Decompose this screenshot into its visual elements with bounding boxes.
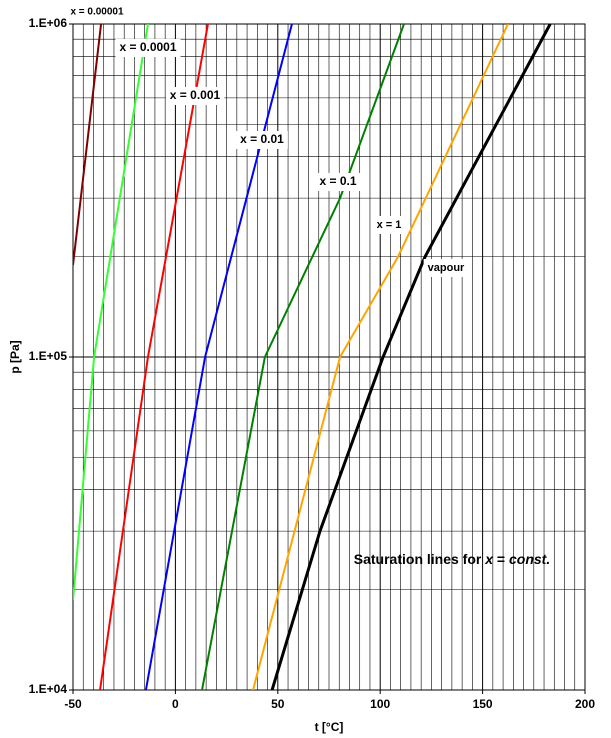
series-label: x = 0.001 bbox=[170, 88, 221, 102]
x-tick-label: 150 bbox=[473, 697, 493, 711]
series-label: x = 1 bbox=[377, 219, 402, 231]
label-box bbox=[372, 216, 406, 234]
series-label: vapour bbox=[428, 262, 465, 274]
series-label: x = 0.01 bbox=[240, 132, 284, 146]
annotation-part: const. bbox=[509, 551, 550, 567]
series-line bbox=[73, 24, 149, 601]
series-line bbox=[201, 24, 405, 690]
x-tick-label: 50 bbox=[271, 697, 285, 711]
label-box bbox=[236, 131, 288, 149]
y-tick-label: 1.E+04 bbox=[29, 682, 68, 696]
x-tick-label: -50 bbox=[64, 697, 82, 711]
series-line bbox=[252, 24, 509, 690]
series-line bbox=[99, 24, 209, 690]
annotation-part: = bbox=[493, 551, 509, 567]
label-box bbox=[315, 173, 361, 191]
series-line bbox=[270, 24, 552, 690]
x-axis-label: t [°C] bbox=[315, 720, 344, 734]
y-tick-label: 1.E+06 bbox=[29, 16, 68, 30]
x-tick-label: 200 bbox=[575, 697, 595, 711]
label-box bbox=[423, 259, 469, 277]
x-tick-label: 100 bbox=[370, 697, 390, 711]
series-label: x = 0.0001 bbox=[119, 40, 176, 54]
y-axis-label: p [Pa] bbox=[8, 340, 22, 373]
x-tick-label: 0 bbox=[172, 697, 179, 711]
series-line bbox=[73, 24, 103, 266]
series-label: x = 0.00001 bbox=[70, 7, 124, 18]
grid bbox=[69, 23, 586, 694]
label-box bbox=[115, 39, 181, 57]
annotation-part: Saturation lines for bbox=[354, 551, 485, 567]
series-label: x = 0.1 bbox=[319, 174, 356, 188]
annotation-part: x bbox=[484, 551, 494, 567]
annotation: Saturation lines for x = const. bbox=[354, 551, 550, 567]
label-box bbox=[165, 87, 225, 105]
label-box bbox=[66, 3, 128, 21]
y-tick-label: 1.E+05 bbox=[29, 349, 68, 363]
